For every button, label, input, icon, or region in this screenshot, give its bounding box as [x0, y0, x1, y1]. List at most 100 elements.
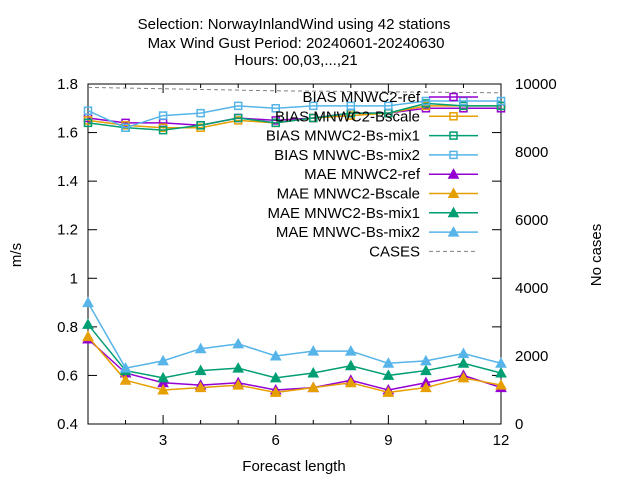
data-point [269, 349, 282, 361]
title-line-2: Max Wind Gust Period: 20240601-20240630 [148, 35, 445, 52]
legend-label: BIAS MNWC2-Bs-mix1 [266, 128, 420, 145]
y-tick-label: 0.4 [57, 416, 78, 433]
data-point [271, 118, 280, 128]
legend-item: MAE MNWC-Bs-mix2 [276, 224, 478, 241]
y2-tick-label: 2000 [515, 348, 548, 365]
data-point [119, 374, 132, 385]
data-point [196, 121, 205, 130]
legend-item: MAE MNWC2-Bscale [277, 186, 478, 203]
data-point [232, 362, 245, 373]
legend-label: MAE MNWC2-Bs-mix1 [268, 205, 421, 222]
plot-area [87, 83, 502, 425]
y2-tick-label: 0 [515, 416, 523, 433]
legend-label: MAE MNWC-Bs-mix2 [276, 224, 420, 241]
legend-item: BIAS MNWC-Bs-mix2 [274, 147, 478, 164]
series-mae-mnwc-bs-mix2 [82, 296, 507, 373]
data-point [420, 364, 432, 376]
data-point [382, 357, 395, 368]
legend-item: BIAS MNWC2-Bs-mix1 [266, 128, 478, 145]
data-point [420, 354, 432, 366]
legend-label: CASES [369, 243, 420, 260]
series-line [87, 302, 502, 369]
y-tick-label: 1 [70, 270, 78, 287]
data-point [307, 366, 320, 378]
data-point [384, 101, 393, 111]
series-line [87, 338, 502, 391]
y-tick-label: 0.6 [57, 367, 78, 384]
series-cases [87, 86, 502, 94]
chart-title: Selection: NorwayInlandWind using 42 sta… [138, 16, 451, 69]
legend-item: BIAS MNWC2-Bscale [275, 108, 478, 125]
x-axis-label: Forecast length [242, 458, 345, 475]
data-point [344, 359, 357, 371]
data-point [157, 383, 169, 395]
data-point [158, 111, 168, 120]
x-tick-label: 9 [384, 432, 392, 449]
data-point [157, 354, 169, 366]
data-point [447, 206, 460, 218]
data-point [449, 131, 458, 140]
series-mae-mnwc2-bs-mix1 [82, 318, 507, 383]
data-point [420, 381, 432, 393]
y-tick-label: 1.2 [57, 222, 78, 239]
y-axis: 0.4 0.6 0.8 1 1.2 1.4 1.6 1.8 [57, 76, 501, 433]
y-tick-label: 0.8 [57, 319, 78, 336]
data-point [233, 101, 243, 111]
legend-item: MAE MNWC2-ref [304, 166, 478, 183]
data-point [82, 330, 94, 342]
y2-tick-label: 8000 [515, 144, 548, 161]
data-point [457, 371, 470, 383]
data-point [344, 376, 357, 388]
data-point [194, 342, 207, 354]
series-line [87, 86, 502, 94]
series-line [87, 107, 501, 127]
data-point [447, 168, 460, 179]
data-point [196, 108, 205, 118]
data-point [307, 345, 320, 356]
y2-tick-label: 6000 [515, 212, 548, 229]
data-point [495, 379, 507, 390]
data-point [421, 96, 431, 106]
y2-axis-label: No cases [588, 224, 605, 287]
y-tick-label: 1.8 [57, 76, 78, 93]
data-point [271, 104, 280, 113]
data-point [232, 337, 245, 349]
y-axis-label: m/s [8, 243, 25, 267]
x-tick-label: 3 [159, 432, 167, 449]
data-point [344, 345, 357, 356]
data-point [309, 113, 318, 123]
data-point [269, 386, 282, 397]
legend-item: MAE MNWC2-Bs-mix1 [268, 205, 478, 222]
x-tick-label: 6 [272, 432, 280, 449]
data-point [233, 113, 243, 123]
y2-axis: 0 2000 4000 6000 8000 10000 [515, 76, 557, 433]
title-line-1: Selection: NorwayInlandWind using 42 sta… [138, 16, 451, 33]
data-point [232, 379, 245, 390]
data-point [307, 381, 320, 393]
data-point [496, 101, 506, 111]
data-point [82, 296, 94, 308]
series-line [87, 102, 501, 131]
data-point [449, 150, 458, 160]
data-point [194, 364, 207, 376]
series-bias-mnwc2-bs-mix1 [83, 99, 506, 135]
data-point [83, 118, 93, 128]
data-point [82, 318, 94, 329]
data-point [496, 96, 506, 106]
data-point [457, 357, 470, 368]
data-point [194, 381, 207, 393]
legend-label: MAE MNWC2-Bscale [277, 186, 420, 203]
title-line-3: Hours: 00,03,...,21 [234, 52, 357, 69]
y2-tick-label: 4000 [515, 280, 548, 297]
y-tick-label: 1.6 [57, 125, 78, 142]
series-mae-mnwc2-bscale [82, 330, 507, 397]
series-line [87, 100, 501, 129]
series-bias-mnwc-bs-mix2 [83, 96, 506, 132]
legend-item: CASES [369, 243, 478, 260]
data-point [457, 347, 470, 359]
plot-border [87, 83, 502, 425]
legend-label: BIAS MNWC2-Bscale [275, 108, 420, 125]
data-point [447, 187, 460, 198]
series-line [87, 323, 502, 379]
data-point [449, 112, 458, 121]
